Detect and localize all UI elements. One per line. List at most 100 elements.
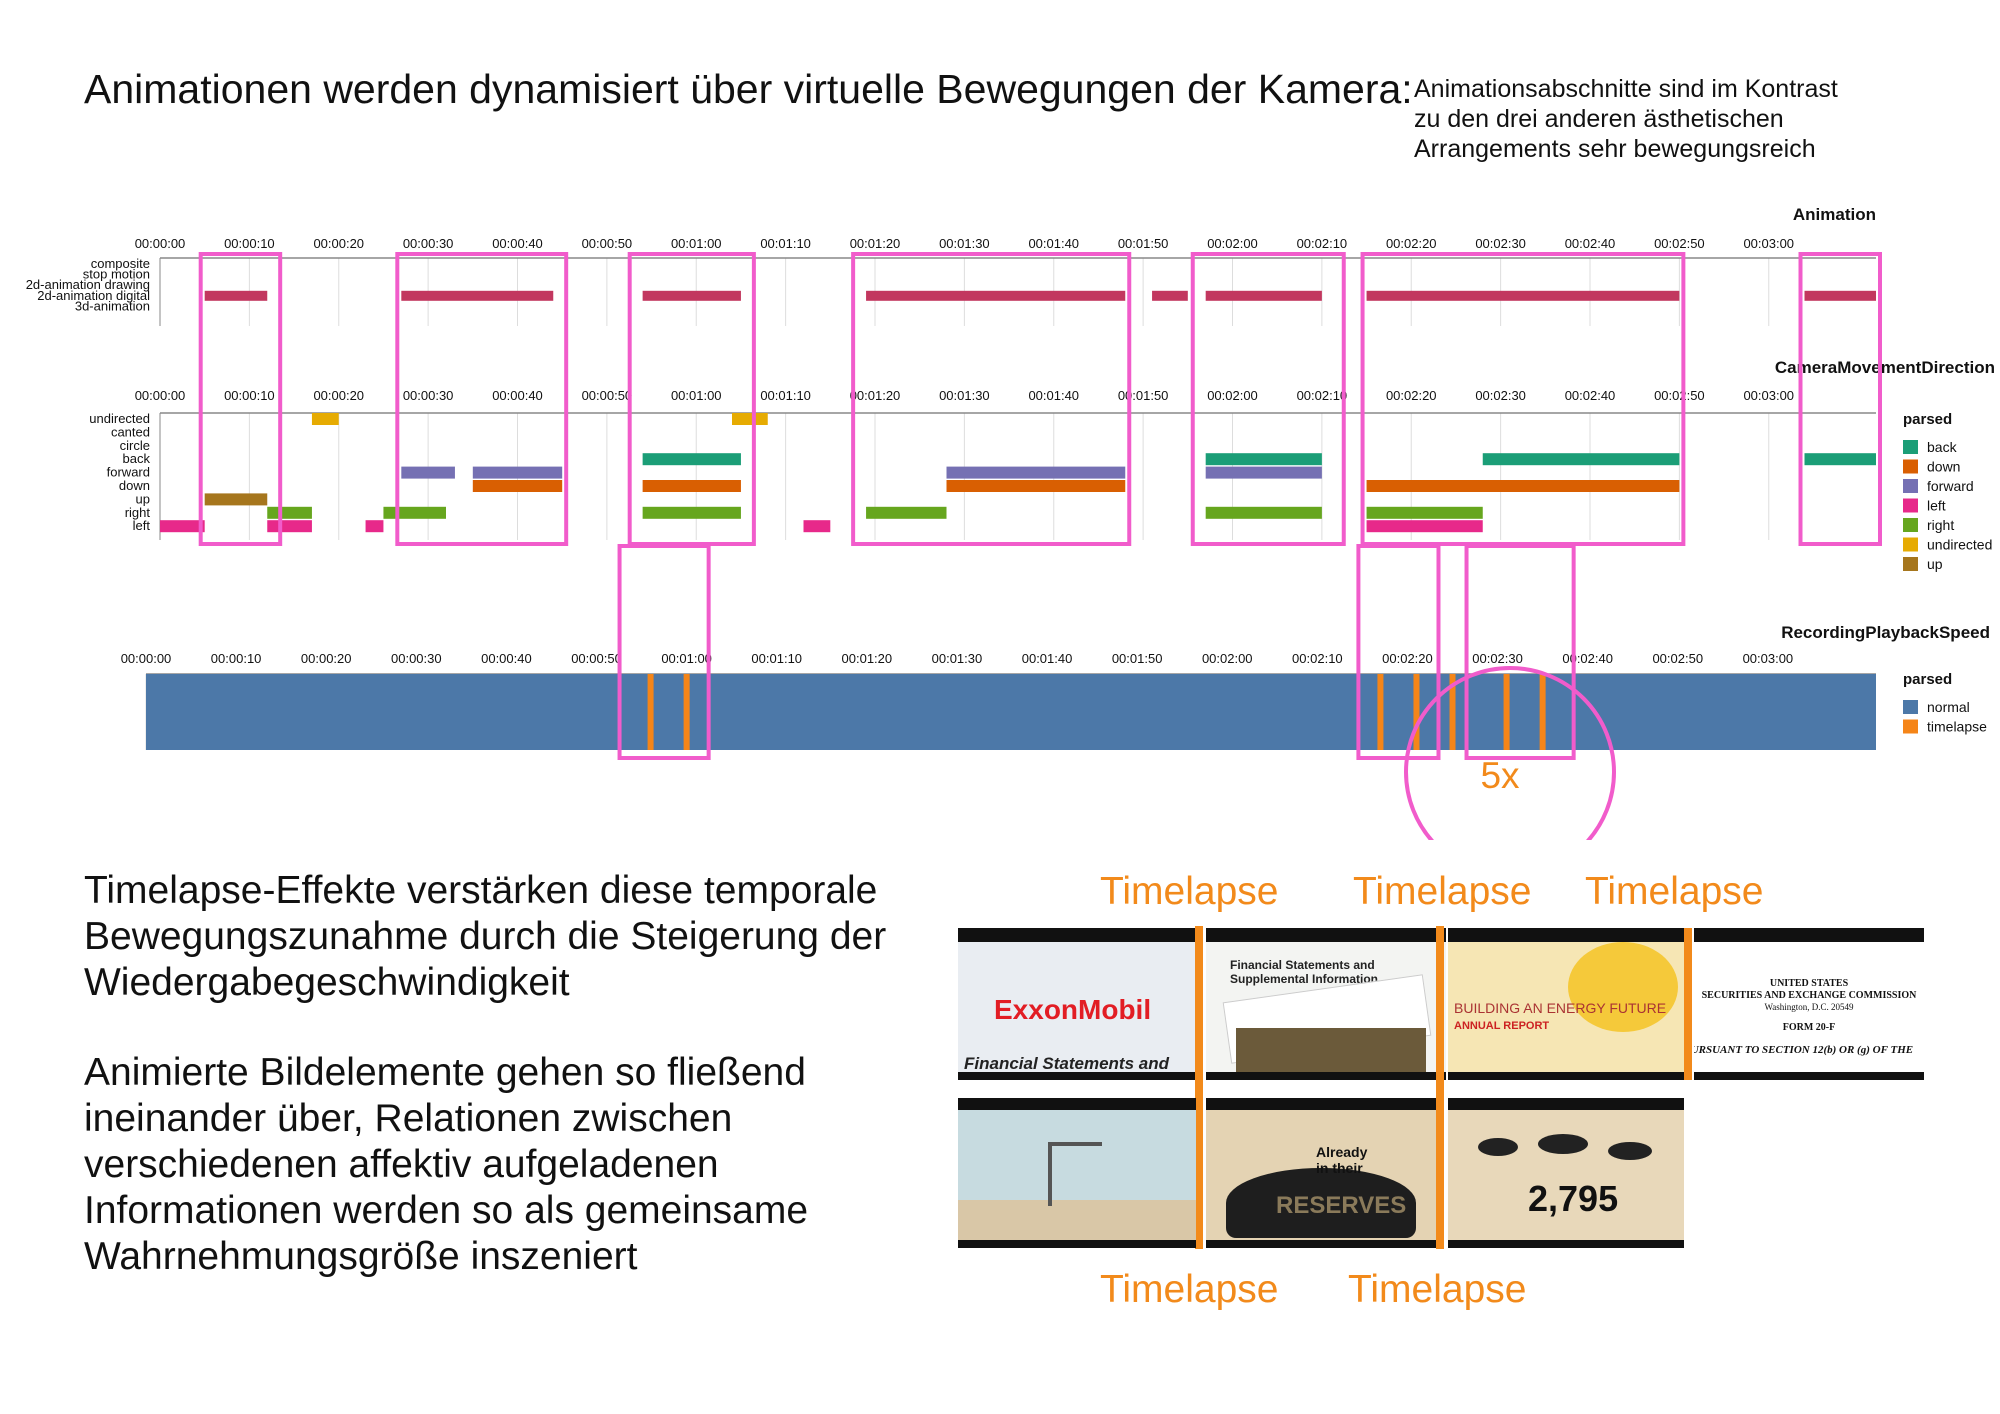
- recordingplaybackspeed-chart-title: RecordingPlaybackSpeed: [1781, 623, 1990, 642]
- recordingplaybackspeed-tick-label: 00:00:20: [301, 651, 352, 666]
- cameramovementdirection-category-label: canted: [111, 424, 150, 439]
- cameramovementdirection-segment-bar: [642, 480, 741, 492]
- cameramovementdirection-tick-label: 00:01:00: [671, 388, 722, 403]
- cameramovementdirection-tick-label: 00:01:20: [850, 388, 901, 403]
- cameramovementdirection-segment-bar: [401, 466, 455, 479]
- recordingplaybackspeed-tick-label: 00:01:00: [661, 651, 712, 666]
- cameramovementdirection-legend-label: right: [1927, 517, 1954, 533]
- playback-timelapse-mark: [1377, 674, 1384, 750]
- cameramovementdirection-segment-bar: [1482, 453, 1680, 466]
- animation-tick-label: 00:02:20: [1386, 236, 1437, 251]
- animation-tick-label: 00:02:50: [1654, 236, 1705, 251]
- frame-reserves: Already in their RESERVES: [1206, 1098, 1436, 1248]
- cameramovementdirection-legend-label: up: [1927, 556, 1943, 572]
- cameramovementdirection-legend-title: parsed: [1903, 411, 1952, 428]
- recordingplaybackspeed-legend-swatch: [1903, 700, 1918, 714]
- reserves-big-text: RESERVES: [1276, 1192, 1407, 1219]
- recordingplaybackspeed-tick-label: 00:00:50: [571, 651, 622, 666]
- highlight-box: [198, 252, 283, 546]
- recordingplaybackspeed-tick-label: 00:02:00: [1202, 651, 1253, 666]
- sec-line-1: UNITED STATES: [1769, 978, 1849, 989]
- playback-timelapse-mark: [647, 674, 654, 750]
- oil-drop-3: [1608, 1142, 1652, 1160]
- cameramovementdirection-legend-swatch: [1903, 459, 1918, 474]
- cameramovementdirection-tick-label: 00:02:30: [1475, 388, 1526, 403]
- recordingplaybackspeed-tick-label: 00:02:40: [1562, 651, 1613, 666]
- recordingplaybackspeed-tick-label: 00:02:30: [1472, 651, 1523, 666]
- oil-drop-2: [1538, 1134, 1588, 1154]
- timelapse-label-bottom-1: Timelapse: [1100, 1268, 1279, 1311]
- animation-tick-label: 00:00:20: [313, 236, 364, 251]
- sec-line-3: Washington, D.C. 20549: [1764, 1002, 1854, 1012]
- cameramovementdirection-legend-swatch: [1903, 557, 1918, 571]
- animation-segment-bar: [866, 290, 1126, 301]
- animation-segment-bar: [1804, 290, 1876, 301]
- energy-subtitle: ANNUAL REPORT: [1454, 1020, 1550, 1032]
- animation-tick-label: 00:02:10: [1297, 236, 1348, 251]
- playback-normal-bar: [146, 674, 1876, 750]
- speed-factor-label: 5x: [1480, 755, 1520, 796]
- recordingplaybackspeed-legend-label: timelapse: [1927, 719, 1987, 735]
- cameramovementdirection-segment-bar: [1366, 480, 1680, 492]
- playback-timelapse-mark: [1539, 674, 1546, 750]
- highlight-box: [1798, 252, 1882, 546]
- cameramovementdirection-segment-bar: [803, 520, 831, 533]
- cameramovementdirection-segment-bar: [946, 466, 1126, 479]
- cameramovementdirection-category-label: circle: [120, 438, 150, 453]
- cameramovementdirection-category-label: up: [136, 491, 150, 506]
- report-title: Financial Statements and: [1230, 958, 1375, 972]
- cameramovementdirection-tick-label: 00:01:50: [1118, 388, 1169, 403]
- animation-tick-label: 00:02:40: [1565, 236, 1616, 251]
- animation-tick-label: 00:00:50: [582, 236, 633, 251]
- shell-shape: [1568, 942, 1678, 1032]
- frame-pumpjack: [958, 1098, 1196, 1248]
- animation-tick-label: 00:00:00: [135, 236, 186, 251]
- recordingplaybackspeed-tick-label: 00:01:10: [751, 651, 802, 666]
- recordingplaybackspeed-tick-label: 00:01:20: [842, 651, 893, 666]
- animation-segment-bar: [1152, 290, 1188, 301]
- cameramovementdirection-legend-label: down: [1927, 459, 1960, 475]
- frame-sec-form: UNITED STATES SECURITIES AND EXCHANGE CO…: [1694, 928, 1924, 1080]
- cameramovementdirection-segment-bar: [1366, 520, 1483, 533]
- cameramovementdirection-category-label: down: [119, 478, 150, 493]
- animation-tick-label: 00:01:20: [850, 236, 901, 251]
- recordingplaybackspeed-tick-label: 00:00:30: [391, 651, 442, 666]
- recordingplaybackspeed-tick-label: 00:02:20: [1382, 651, 1433, 666]
- animation-category-label: composite: [91, 256, 150, 271]
- playback-timelapse-mark: [683, 674, 690, 750]
- cameramovementdirection-segment-bar: [267, 520, 312, 533]
- side-note: Animationsabschnitte sind im Kontrast zu…: [1414, 75, 1838, 163]
- cameramovementdirection-segment-bar: [642, 506, 741, 519]
- number-text: 2,795: [1528, 1178, 1619, 1219]
- cameramovementdirection-tick-label: 00:02:00: [1207, 388, 1258, 403]
- cameramovementdirection-tick-label: 00:03:00: [1743, 388, 1794, 403]
- cameramovementdirection-tick-label: 00:00:20: [313, 388, 364, 403]
- animation-tick-label: 00:03:00: [1743, 236, 1794, 251]
- report-subtitle: Supplemental Information: [1230, 972, 1379, 986]
- cameramovementdirection-segment-bar: [365, 520, 384, 533]
- cameramovementdirection-segment-bar: [866, 506, 947, 519]
- highlight-circle: [1404, 666, 1616, 840]
- cameramovementdirection-tick-label: 00:02:40: [1565, 388, 1616, 403]
- cameramovementdirection-chart-title: CameraMovementDirection: [1775, 358, 1995, 377]
- animation-tick-label: 00:02:00: [1207, 236, 1258, 251]
- cameramovementdirection-legend-label: forward: [1927, 478, 1974, 494]
- animation-segment-bar: [204, 290, 268, 301]
- cameramovementdirection-segment-bar: [472, 466, 563, 479]
- recordingplaybackspeed-tick-label: 00:00:10: [211, 651, 262, 666]
- animation-segment-bar: [401, 290, 554, 301]
- animation-category-label: 2d-animation drawing: [26, 277, 150, 292]
- cameramovementdirection-tick-label: 00:02:50: [1654, 388, 1705, 403]
- cameramovementdirection-category-label: undirected: [89, 411, 150, 426]
- animation-category-label: stop motion: [83, 267, 150, 282]
- timelapse-label-top-2: Timelapse: [1353, 870, 1532, 913]
- animation-tick-label: 00:00:40: [492, 236, 543, 251]
- frame-energy-future: BUILDING AN ENERGY FUTURE ANNUAL REPORT: [1448, 928, 1684, 1080]
- cameramovementdirection-segment-bar: [1205, 506, 1322, 519]
- reserves-small-text: Already in their: [1316, 1144, 1368, 1176]
- recordingplaybackspeed-tick-label: 00:01:40: [1022, 651, 1073, 666]
- timelapse-label-top-3: Timelapse: [1585, 870, 1764, 913]
- recordingplaybackspeed-legend-swatch: [1903, 719, 1918, 734]
- playback-timelapse-mark: [1449, 674, 1456, 750]
- cameramovementdirection-tick-label: 00:01:40: [1028, 388, 1079, 403]
